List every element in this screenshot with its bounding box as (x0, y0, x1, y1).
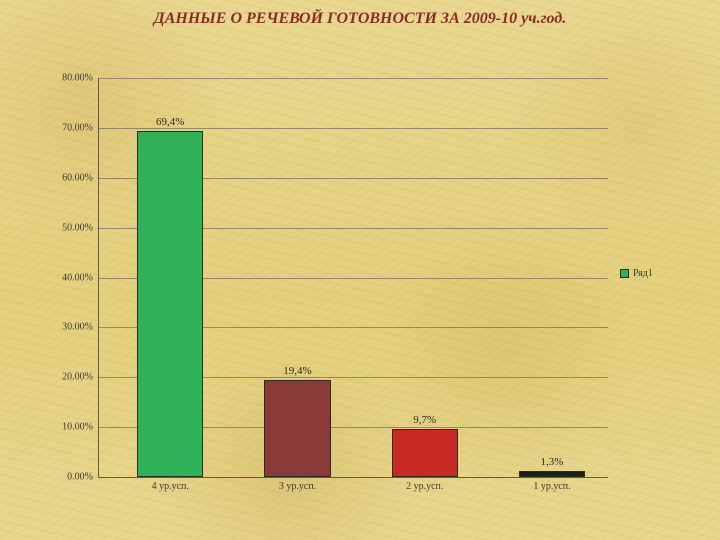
y-axis-label: 80.00% (62, 73, 99, 84)
x-axis-label: 2 ур.усп. (406, 481, 443, 492)
y-axis-label: 70.00% (62, 122, 99, 133)
bar: 19,4% (264, 380, 330, 477)
bar-value-label: 19,4% (283, 365, 311, 377)
y-axis-label: 10.00% (62, 422, 99, 433)
x-axis-label: 1 ур.усп. (533, 481, 570, 492)
bar: 69,4% (137, 131, 203, 477)
y-axis-label: 0.00% (67, 472, 99, 483)
chart-container: 0.00% 10.00% 20.00% 30.00% 40.00% 50.00% 60.00… (40, 78, 680, 508)
legend-swatch (620, 269, 629, 278)
legend: Ряд1 (620, 268, 653, 279)
bar-value-label: 69,4% (156, 116, 184, 128)
plot-area: 0.00%10.00%20.00%30.00%40.00%50.00%60.00… (98, 78, 608, 478)
chart-title: ДАННЫЕ О РЕЧЕВОЙ ГОТОВНОСТИ ЗА 2009-10 у… (0, 10, 720, 28)
x-axis-label: 3 ур.усп. (279, 481, 316, 492)
bar: 9,7% (392, 429, 458, 477)
y-axis-label: 40.00% (62, 272, 99, 283)
y-axis-label: 30.00% (62, 322, 99, 333)
y-axis-label: 50.00% (62, 222, 99, 233)
y-axis-label: 60.00% (62, 172, 99, 183)
legend-label: Ряд1 (633, 268, 653, 279)
bar-value-label: 9,7% (413, 414, 436, 426)
gridline (99, 78, 608, 79)
x-axis-label: 4 ур.усп. (152, 481, 189, 492)
bar: 1,3% (519, 471, 585, 477)
bar-value-label: 1,3% (541, 456, 564, 468)
y-axis-label: 20.00% (62, 372, 99, 383)
gridline (99, 128, 608, 129)
